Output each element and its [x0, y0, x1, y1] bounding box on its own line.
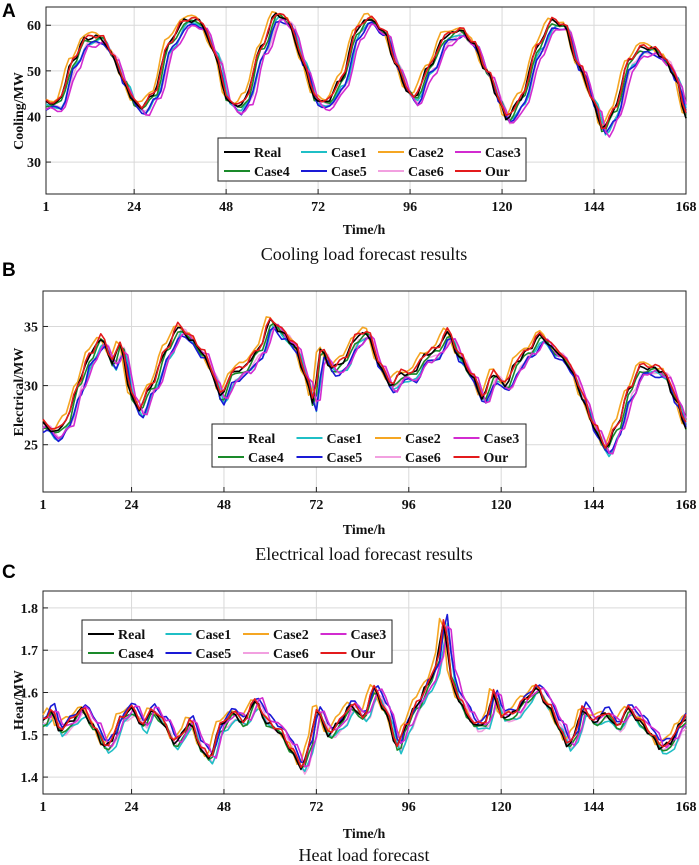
panel-label-b: B [2, 260, 16, 281]
legend-label-real: Real [118, 628, 145, 643]
x-tick-label: 96 [403, 200, 417, 215]
cooling-plot-area: 1 24 48 72 96 120 144 168 30 40 50 60 Real Case1 Case2… [27, 6, 697, 215]
x-tick-label: 120 [492, 200, 513, 215]
plot-frame [42, 290, 687, 493]
y-tick-label: 1.5 [21, 729, 39, 744]
x-tick-label: 24 [127, 200, 141, 215]
heat-xlabel: Time/h [343, 827, 386, 842]
x-tick-label: 144 [583, 498, 604, 513]
series-case2-line [42, 316, 687, 447]
x-tick-label: 144 [584, 200, 605, 215]
series-case6-line [45, 18, 687, 133]
legend-label-case5: Case5 [331, 165, 367, 180]
x-tick-label: 72 [309, 498, 323, 513]
legend-label-real: Real [248, 432, 275, 447]
panel-label-a: A [2, 1, 16, 22]
x-tick-label: 1 [40, 498, 47, 513]
x-tick-label: 48 [217, 498, 231, 513]
y-tick-label: 30 [27, 156, 41, 171]
x-tick-label: 24 [125, 498, 139, 513]
x-tick-label: 72 [311, 200, 325, 215]
panel-label-c: C [2, 562, 16, 583]
legend: Real Case1 Case2 Case3 Case4 Case5 Case6 Our [211, 423, 527, 468]
series-case3-line [42, 625, 687, 768]
heat-caption: Heat load forecast [299, 845, 430, 865]
x-tick-label: 168 [676, 498, 697, 513]
y-tick-label: 60 [27, 19, 41, 34]
cooling-caption: Cooling load forecast results [261, 244, 467, 264]
legend-box [217, 137, 527, 182]
legend-label-case2: Case2 [273, 628, 309, 643]
legend: Real Case1 Case2 Case3 Case4 Case5 Case6 Our [81, 619, 393, 664]
legend-label-real: Real [254, 146, 281, 161]
legend-label-case1: Case1 [331, 146, 367, 161]
y-tick-label: 1.6 [21, 687, 39, 702]
x-tick-label: 120 [491, 800, 512, 815]
x-tick-label: 96 [402, 498, 416, 513]
y-tick-label: 35 [24, 320, 38, 335]
legend-label-case3: Case3 [484, 432, 520, 447]
legend-label-case2: Case2 [405, 432, 441, 447]
legend-label-case1: Case1 [327, 432, 363, 447]
series-case3-line [42, 323, 687, 455]
y-tick-label: 25 [24, 439, 38, 454]
legend-label-case4: Case4 [254, 165, 290, 180]
y-tick-label: 50 [27, 65, 41, 80]
electrical-caption: Electrical load forecast results [255, 544, 472, 564]
heat-ylabel: Heat/MW [12, 670, 27, 730]
legend-box [211, 423, 527, 468]
legend-label-case3: Case3 [485, 146, 521, 161]
legend-label-case4: Case4 [118, 647, 154, 662]
x-tick-label: 24 [125, 800, 139, 815]
cooling-xlabel: Time/h [343, 223, 386, 238]
electrical-plot-area: 1 24 48 72 96 120 144 168 25 30 35 Real Case1 Case2 Ca… [24, 290, 697, 513]
series-case1-line [42, 622, 687, 773]
electrical-xlabel: Time/h [343, 523, 386, 538]
x-tick-label: 48 [219, 200, 233, 215]
series-case2-line [45, 10, 687, 129]
x-tick-label: 120 [491, 498, 512, 513]
legend-label-case6: Case6 [273, 647, 309, 662]
legend-label-case5: Case5 [327, 451, 363, 466]
legend-label-case3: Case3 [351, 628, 387, 643]
heat-panel: C Heat/MW Time/h Heat load forecast 1 24 4… [2, 562, 697, 865]
legend-label-case5: Case5 [196, 647, 232, 662]
y-tick-label: 40 [27, 110, 41, 125]
series-our-line [42, 619, 687, 769]
legend-label-case6: Case6 [405, 451, 441, 466]
electrical-ylabel: Electrical/MW [12, 348, 27, 437]
legend-label-our: Our [351, 647, 376, 662]
x-tick-label: 168 [676, 800, 697, 815]
legend: Real Case1 Case2 Case3 Case4 Case5 Case6 Our [217, 137, 527, 182]
legend-label-our: Our [484, 451, 509, 466]
legend-box [81, 619, 393, 664]
series-our-line [45, 12, 687, 130]
legend-label-case2: Case2 [408, 146, 444, 161]
y-tick-label: 1.4 [21, 771, 39, 786]
cooling-ylabel: Cooling/MW [12, 72, 27, 150]
legend-label-case1: Case1 [196, 628, 232, 643]
x-tick-label: 1 [40, 800, 47, 815]
series-case5-line [45, 20, 687, 135]
legend-label-case6: Case6 [408, 165, 444, 180]
x-tick-label: 1 [43, 200, 50, 215]
cooling-panel: A Cooling/MW Time/h Cooling load forecas… [2, 1, 697, 264]
y-tick-label: 30 [24, 380, 38, 395]
x-tick-label: 48 [217, 800, 231, 815]
series-case3-line [45, 18, 687, 138]
x-tick-label: 144 [583, 800, 604, 815]
x-tick-label: 72 [309, 800, 323, 815]
electrical-panel: B Electrical/MW Time/h Electrical load f… [2, 260, 697, 564]
x-tick-label: 168 [676, 200, 697, 215]
y-tick-label: 1.8 [21, 602, 39, 617]
legend-label-case4: Case4 [248, 451, 284, 466]
series-our-line [42, 317, 687, 449]
y-tick-label: 1.7 [21, 644, 39, 659]
heat-plot-area: 1 24 48 72 96 120 144 168 1.4 1.5 1.6 1.7 1.8 Real Cas… [21, 590, 697, 815]
legend-label-our: Our [485, 165, 510, 180]
x-tick-label: 96 [402, 800, 416, 815]
